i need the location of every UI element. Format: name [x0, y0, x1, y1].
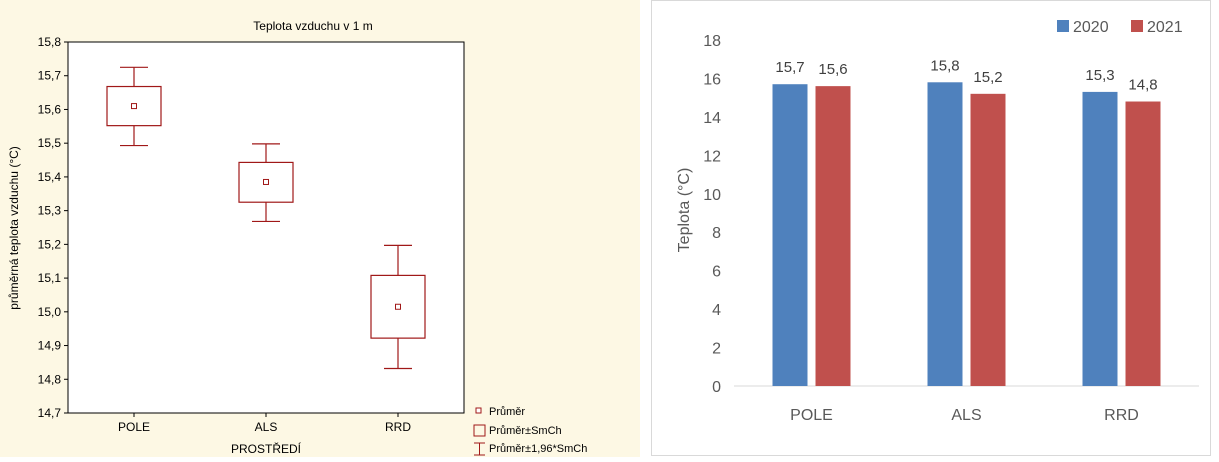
box-y-tick-label: 15,5 [38, 136, 62, 150]
bar-y-tick-label: 18 [703, 33, 721, 50]
legend-label-2020: 2020 [1073, 19, 1109, 36]
box-y-tick-label: 15,1 [38, 271, 62, 285]
box-legend: Průměr Průměr±SmCh Průměr±1,96*SmCh [473, 406, 587, 456]
bar-y-tick-label: 2 [712, 341, 721, 358]
bar-data-label: 15,3 [1085, 67, 1114, 84]
bar-data-label: 15,2 [973, 69, 1002, 86]
box-mean-marker [395, 303, 401, 310]
bar-2020 [1082, 91, 1118, 387]
box-y-tick-label: 15,8 [38, 35, 62, 49]
box-se-rect [370, 274, 426, 339]
bar-x-axis: POLE ALS RRD [790, 407, 1139, 424]
bar-y-tick-label: 16 [703, 71, 721, 88]
bar-legend: 2020 2021 [1057, 19, 1183, 36]
box-y-tick-label: 15,3 [38, 204, 62, 218]
box-mean-marker [131, 103, 137, 110]
bar-data-label: 15,8 [930, 57, 959, 74]
box-x-axis-title: PROSTŘEDÍ [231, 441, 302, 456]
bar-y-tick-label: 12 [703, 148, 721, 165]
bar-2020 [927, 82, 963, 387]
bar-y-axis-title: Teplota (°C) [676, 168, 693, 253]
bar-y-tick-label: 4 [712, 302, 721, 319]
bar-2021 [1125, 101, 1161, 386]
legend-label-2021: 2021 [1147, 19, 1183, 36]
bar-y-tick-label: 14 [703, 110, 721, 127]
box-y-axis: 14,7 14,8 14,9 15,0 15,1 15,2 15,3 15,4 15,5 15,6… [38, 35, 68, 420]
box-x-axis: POLE ALS RRD [118, 413, 411, 434]
bar-data-label: 14,8 [1128, 77, 1157, 94]
bar-x-tick-label: RRD [1104, 407, 1139, 424]
legend-ci-label: Průměr±1,96*SmCh [489, 443, 587, 455]
bar-data-label: 15,7 [775, 59, 804, 76]
box-y-tick-label: 15,7 [38, 69, 62, 83]
box-x-tick-label: RRD [385, 420, 411, 434]
bar-2021 [970, 93, 1006, 387]
bar-data-label: 15,6 [818, 61, 847, 78]
box-se-rect [106, 85, 162, 127]
box-chart: Teplota vzduchu v 1 m 14,7 14,8 14,9 15,0 15… [0, 0, 640, 457]
legend-se-icon [473, 424, 486, 437]
box-plot-area [67, 41, 465, 414]
box-se-rect [238, 161, 294, 203]
legend-swatch-2021 [1131, 20, 1143, 32]
box-y-tick-label: 14,8 [38, 372, 62, 386]
bar-chart-panel: 0 2 4 6 8 10 12 14 16 18 15,7 15,6 15,8 15,2 15,3 14,8… [651, 0, 1211, 457]
bar-y-tick-label: 8 [712, 225, 721, 242]
bar-x-tick-label: ALS [951, 407, 981, 424]
bar-chart: 0 2 4 6 8 10 12 14 16 18 15,7 15,6 15,8 15,2 15,3 14,8… [651, 0, 1211, 456]
box-y-tick-label: 15,6 [38, 102, 62, 116]
bar-y-axis: 0 2 4 6 8 10 12 14 16 18 [703, 33, 721, 396]
box-x-tick-label: POLE [118, 420, 150, 434]
box-y-tick-label: 15,0 [38, 305, 62, 319]
bar-y-tick-label: 10 [703, 187, 721, 204]
bar-series: 15,7 15,6 15,8 15,2 15,3 14,8 [772, 57, 1161, 387]
bar-x-tick-label: POLE [790, 407, 833, 424]
box-chart-panel: Teplota vzduchu v 1 m 14,7 14,8 14,9 15,0 15… [0, 0, 640, 457]
box-y-tick-label: 15,2 [38, 237, 62, 251]
box-y-tick-label: 14,9 [38, 339, 62, 353]
bar-y-tick-label: 6 [712, 264, 721, 281]
legend-mean-icon [475, 407, 482, 414]
box-y-tick-label: 14,7 [38, 406, 62, 420]
box-x-tick-label: ALS [255, 420, 278, 434]
box-mean-marker [263, 178, 269, 185]
legend-swatch-2020 [1057, 20, 1069, 32]
box-y-axis-title: průměrná teplota vzduchu (°C) [7, 146, 21, 310]
bar-y-tick-label: 0 [712, 379, 721, 396]
bar-2020 [772, 84, 808, 386]
legend-se-label: Průměr±SmCh [489, 425, 562, 437]
box-series [106, 66, 426, 370]
legend-mean-label: Průměr [489, 406, 525, 418]
bar-2021 [815, 86, 851, 386]
box-y-tick-label: 15,4 [38, 170, 62, 184]
box-chart-title: Teplota vzduchu v 1 m [253, 19, 372, 33]
